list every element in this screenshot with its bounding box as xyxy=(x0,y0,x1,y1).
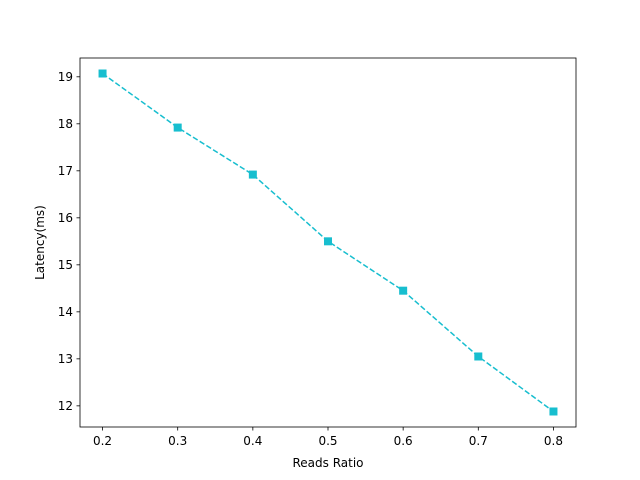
y-tick-label: 12 xyxy=(58,399,73,413)
y-tick-label: 14 xyxy=(58,305,73,319)
x-tick-label: 0.6 xyxy=(394,434,413,448)
x-tick-label: 0.8 xyxy=(544,434,563,448)
data-point-marker xyxy=(173,123,182,132)
y-tick-label: 19 xyxy=(58,70,73,84)
y-tick-label: 16 xyxy=(58,211,73,225)
y-axis-label: Latency(ms) xyxy=(33,205,47,280)
y-axis-ticks: 12 13 14 15 16 17 18 19 xyxy=(58,70,80,413)
data-point-marker xyxy=(98,69,107,78)
data-point-marker xyxy=(399,286,408,295)
plot-area xyxy=(98,69,558,416)
data-point-marker xyxy=(324,237,332,246)
x-tick-label: 0.7 xyxy=(469,434,488,448)
y-tick-label: 18 xyxy=(58,117,73,131)
y-tick-label: 15 xyxy=(58,258,73,272)
x-tick-label: 0.2 xyxy=(93,434,112,448)
data-point-marker xyxy=(474,352,483,361)
x-axis-label: Reads Ratio xyxy=(292,456,363,470)
y-tick-label: 17 xyxy=(58,164,73,178)
y-tick-label: 13 xyxy=(58,352,73,366)
x-axis-ticks: 0.2 0.3 0.4 0.5 0.6 0.7 0.8 xyxy=(93,427,563,448)
data-point-marker xyxy=(549,407,558,416)
x-tick-label: 0.3 xyxy=(168,434,187,448)
x-tick-label: 0.4 xyxy=(243,434,262,448)
data-point-marker xyxy=(248,170,257,179)
x-tick-label: 0.5 xyxy=(318,434,337,448)
